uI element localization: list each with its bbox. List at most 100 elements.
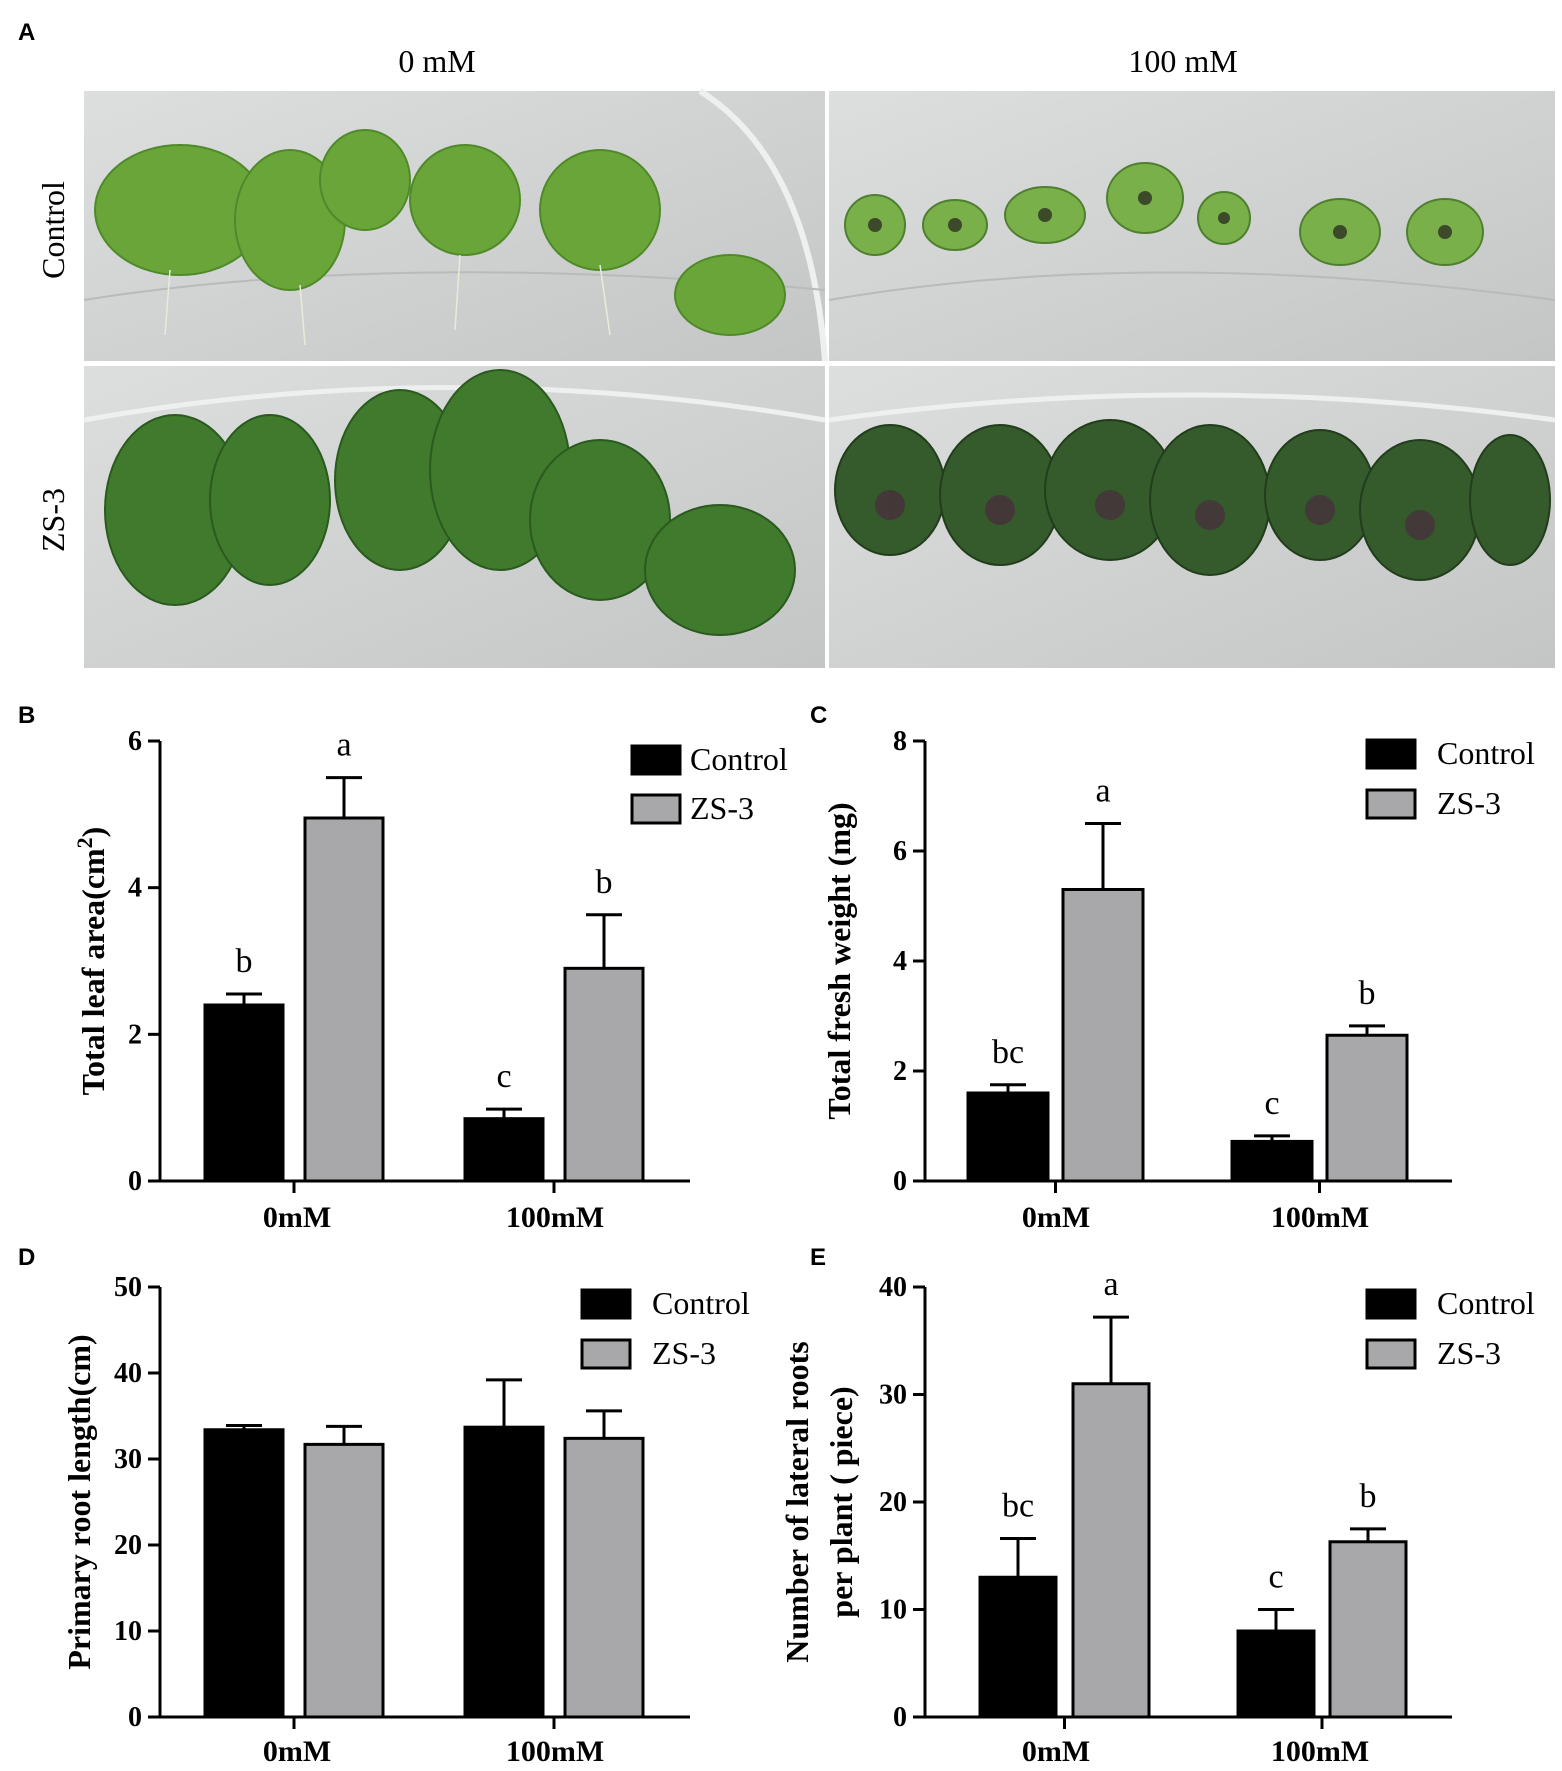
significance-label: b	[1359, 975, 1376, 1012]
significance-label: a	[1095, 773, 1110, 810]
category-label-100mm: 100mM	[506, 1735, 604, 1768]
bar-zs3-0mm	[1071, 1382, 1151, 1719]
legend-label-zs3: ZS-3	[1437, 785, 1501, 821]
photo-control-0mm	[83, 88, 828, 362]
bar-control-0mm	[203, 1003, 285, 1183]
bar-control-100mm	[1236, 1629, 1316, 1719]
legend-label-zs3: ZS-3	[690, 790, 754, 826]
bar-zs3-100mm	[563, 1436, 645, 1719]
panel-letter-e: E	[810, 1244, 826, 1271]
legend-label-control: Control	[1437, 735, 1535, 771]
panel-letter-d: D	[18, 1244, 35, 1271]
legend-c: Control ZS-3	[1365, 735, 1535, 821]
y-tick-label: 4	[893, 946, 907, 977]
legend-label-control: Control	[652, 1285, 750, 1321]
category-label-0mm: 0mM	[263, 1201, 331, 1234]
y-tick-label: 2	[893, 1056, 907, 1087]
bar-control-100mm	[463, 1425, 545, 1719]
row-header-control: Control	[35, 181, 71, 279]
y-tick-label: 50	[114, 1272, 142, 1303]
significance-label: b	[596, 864, 613, 901]
y-tick-label: 30	[114, 1444, 142, 1475]
category-label-100mm: 100mM	[1271, 1735, 1369, 1768]
legend-swatch-zs3	[1365, 1338, 1417, 1370]
panel-e: E 0 10 20 30 40 bc c a b Number of lateral root…	[779, 1244, 1535, 1768]
legend-swatch-control	[1365, 1288, 1417, 1320]
legend-swatch-control	[630, 744, 682, 776]
significance-label: bc	[1002, 1488, 1034, 1525]
legend-label-control: Control	[1437, 1285, 1535, 1321]
bar-control-100mm	[463, 1117, 545, 1183]
bar-control-100mm	[1230, 1139, 1314, 1183]
y-tick-label: 40	[879, 1272, 907, 1303]
bar-control-0mm	[978, 1575, 1058, 1719]
legend-d: Control ZS-3	[580, 1285, 750, 1371]
y-tick-label: 10	[879, 1595, 907, 1626]
legend-swatch-zs3	[1365, 788, 1417, 820]
bar-control-0mm	[203, 1428, 285, 1719]
y-tick-label: 20	[114, 1530, 142, 1561]
significance-label: c	[496, 1058, 511, 1095]
panel-letter-a: A	[18, 19, 35, 46]
y-tick-label: 8	[893, 726, 907, 757]
legend-label-zs3: ZS-3	[1437, 1335, 1501, 1371]
y-tick-label: 0	[893, 1702, 907, 1733]
y-axis-title-c: Total fresh weight (mg)	[821, 802, 857, 1119]
legend-label-control: Control	[690, 741, 788, 777]
panel-d: D 0 10 20 30 40 50 Primary root length(cm) 0m…	[18, 1244, 750, 1768]
category-label-0mm: 0mM	[1022, 1201, 1090, 1234]
y-tick-label: 10	[114, 1616, 142, 1647]
significance-label: a	[336, 727, 351, 764]
significance-label: b	[1360, 1478, 1377, 1515]
bar-zs3-100mm	[563, 966, 645, 1183]
significance-label: b	[236, 943, 253, 980]
y-tick-label: 0	[128, 1702, 142, 1733]
panel-a: A 0 mM 100 mM Control ZS-3	[18, 19, 1556, 668]
y-axis-title-d: Primary root length(cm)	[61, 1334, 97, 1669]
panel-letter-c: C	[810, 702, 827, 729]
y-axis-title-b: Total leaf area(cm2)	[72, 827, 111, 1096]
legend-e: Control ZS-3	[1365, 1285, 1535, 1371]
photo-control-100mm	[828, 91, 1556, 361]
y-tick-label: 4	[128, 873, 142, 904]
legend-swatch-zs3	[630, 793, 682, 825]
significance-label: bc	[992, 1034, 1024, 1071]
bar-zs3-0mm	[303, 816, 385, 1183]
significance-label: c	[1268, 1559, 1283, 1596]
panel-c: C 0 2 4 6 8 bc c a b Total fresh weight (mg) 0m…	[810, 702, 1535, 1234]
category-label-0mm: 0mM	[263, 1735, 331, 1768]
bar-control-0mm	[966, 1091, 1050, 1183]
y-tick-label: 6	[893, 836, 907, 867]
column-header-0mm: 0 mM	[398, 43, 475, 79]
y-tick-label: 0	[893, 1166, 907, 1197]
y-axis-title-e-line1: Number of lateral roots	[779, 1341, 815, 1662]
legend-b: Control ZS-3	[630, 741, 788, 826]
y-tick-label: 0	[128, 1166, 142, 1197]
y-tick-label: 2	[128, 1019, 142, 1050]
legend-swatch-control	[1365, 738, 1417, 770]
y-tick-label: 6	[128, 726, 142, 757]
bar-zs3-0mm	[303, 1442, 385, 1719]
photo-zs3-100mm	[828, 366, 1556, 668]
y-tick-label: 40	[114, 1358, 142, 1389]
significance-label: a	[1103, 1266, 1118, 1303]
y-tick-label: 20	[879, 1487, 907, 1518]
y-axis-title-e-line2: per plant ( piece)	[823, 1386, 859, 1617]
bar-zs3-100mm	[1325, 1033, 1409, 1183]
significance-label: c	[1264, 1085, 1279, 1122]
legend-swatch-zs3	[580, 1338, 632, 1370]
bar-zs3-100mm	[1328, 1540, 1408, 1719]
legend-swatch-control	[580, 1288, 632, 1320]
category-label-100mm: 100mM	[1271, 1201, 1369, 1234]
bar-zs3-0mm	[1061, 888, 1145, 1183]
panel-b: B 0 2 4 6 b c a b Total leaf area(cm2) 0mM 100…	[18, 702, 788, 1234]
legend-label-zs3: ZS-3	[652, 1335, 716, 1371]
column-header-100mm: 100 mM	[1128, 43, 1237, 79]
photo-zs3-0mm	[83, 366, 826, 668]
category-label-100mm: 100mM	[506, 1201, 604, 1234]
category-label-0mm: 0mM	[1022, 1735, 1090, 1768]
panel-letter-b: B	[18, 702, 35, 729]
y-tick-label: 30	[879, 1380, 907, 1411]
row-header-zs3: ZS-3	[35, 488, 71, 552]
